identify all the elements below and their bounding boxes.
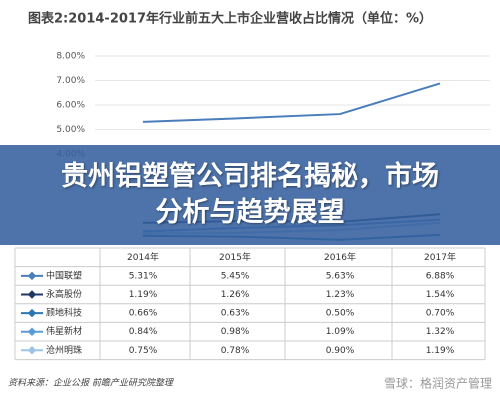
y-tick-label: 5.00%	[56, 125, 85, 135]
table-header: 2015年	[219, 251, 251, 263]
table-cell: 1.26%	[221, 290, 250, 300]
legend-label: 中国联塑	[46, 269, 82, 281]
legend-marker	[27, 290, 37, 299]
chart-title: 图表2:2014-2017年行业前五大上市企业营收占比情况（单位：%）	[28, 11, 432, 27]
legend-label: 顾地科技	[46, 307, 82, 319]
legend-label: 永高股份	[46, 288, 82, 300]
table-cell: 5.31%	[129, 271, 158, 281]
table-cell: 0.84%	[129, 327, 158, 337]
y-tick-label: 6.00%	[56, 101, 85, 111]
legend-marker	[27, 271, 37, 281]
watermark: 雪球：格润资产管理	[384, 376, 492, 391]
table-cell: 1.19%	[426, 346, 455, 356]
table-cell: 0.70%	[426, 309, 455, 319]
table-cell: 0.66%	[129, 309, 158, 319]
series-line	[142, 82, 441, 123]
table-cell: 1.09%	[326, 327, 355, 337]
table-header: 2014年	[127, 251, 159, 263]
table-cell: 0.50%	[326, 309, 355, 319]
banner: 贵州铝塑管公司排名揭秘，市场分析与趋势展望	[0, 145, 500, 245]
table-cell: 1.19%	[129, 290, 158, 300]
table-cell: 1.32%	[426, 327, 455, 337]
banner-title: 贵州铝塑管公司排名揭秘，市场分析与趋势展望	[61, 161, 439, 228]
table-cell: 0.78%	[221, 346, 250, 356]
legend-marker	[27, 308, 37, 318]
table-cell: 6.88%	[426, 271, 455, 281]
table-cell: 5.45%	[221, 271, 250, 281]
table-cell: 5.63%	[326, 271, 355, 281]
table-cell: 0.98%	[221, 327, 250, 337]
table-cell: 0.90%	[326, 346, 355, 356]
y-tick-label: 8.00%	[56, 52, 85, 62]
y-tick-label: 7.00%	[56, 76, 85, 86]
legend-label: 伟星新材	[46, 325, 82, 337]
table-header: 2017年	[424, 251, 456, 263]
table-cell: 1.54%	[426, 290, 455, 300]
table-cell: 0.63%	[221, 309, 250, 319]
legend-marker	[27, 327, 37, 336]
legend-marker	[27, 346, 37, 355]
source-note: 资料来源：企业公报 前瞻产业研究院整理	[8, 378, 175, 389]
table-cell: 0.75%	[129, 346, 158, 356]
table-cell: 1.23%	[326, 290, 355, 300]
table-header: 2016年	[324, 251, 356, 263]
legend-label: 沧州明珠	[46, 344, 82, 356]
